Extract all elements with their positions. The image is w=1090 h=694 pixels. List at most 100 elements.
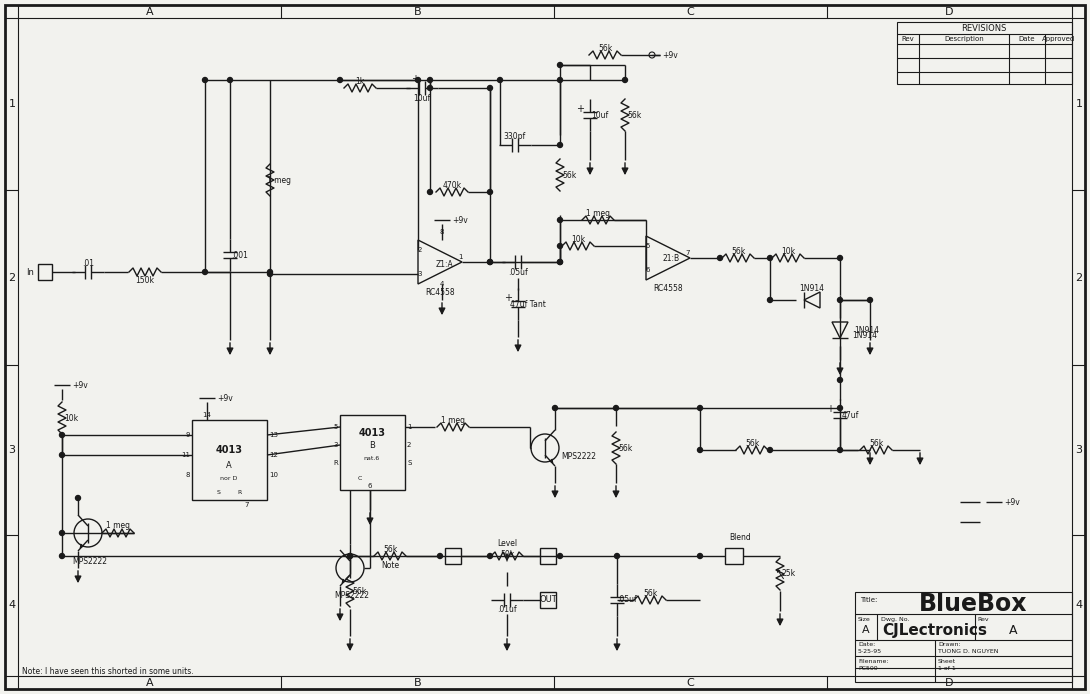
Text: 7: 7 <box>245 502 250 508</box>
Text: 4: 4 <box>1076 600 1082 611</box>
Text: 6: 6 <box>645 267 651 273</box>
Text: +: + <box>504 293 512 303</box>
Text: 1 meg: 1 meg <box>441 416 465 425</box>
Text: 2: 2 <box>407 442 411 448</box>
Text: A: A <box>146 678 154 688</box>
Text: 14: 14 <box>203 412 211 418</box>
Text: 4: 4 <box>9 600 15 611</box>
Text: +9v: +9v <box>217 393 233 403</box>
Text: .01uf: .01uf <box>497 605 517 614</box>
Text: R: R <box>334 460 338 466</box>
Text: +9v: +9v <box>452 216 468 224</box>
Text: 47uf Tant: 47uf Tant <box>510 300 546 309</box>
Text: MPS2222: MPS2222 <box>335 591 370 600</box>
Text: Level
50k: Level 50k <box>497 539 517 559</box>
Text: 13: 13 <box>269 432 278 438</box>
Bar <box>38 264 52 280</box>
Text: 3: 3 <box>9 445 15 455</box>
Text: 4: 4 <box>439 281 445 287</box>
Text: 56k: 56k <box>598 44 613 53</box>
Circle shape <box>60 432 64 437</box>
Text: 150k: 150k <box>135 276 155 285</box>
Text: 1 meg: 1 meg <box>106 521 130 530</box>
Text: +: + <box>576 104 584 114</box>
Bar <box>855 592 1071 682</box>
Text: +9v: +9v <box>72 380 88 389</box>
Text: C: C <box>687 7 694 17</box>
Text: 21:B: 21:B <box>663 253 679 262</box>
Circle shape <box>497 78 502 83</box>
Circle shape <box>437 554 443 559</box>
Text: A: A <box>1008 623 1017 636</box>
Text: 1 meg: 1 meg <box>586 208 610 217</box>
Circle shape <box>60 452 64 457</box>
Text: PC500: PC500 <box>858 666 877 671</box>
Text: +: + <box>411 74 419 84</box>
Text: 10k: 10k <box>571 235 585 244</box>
Circle shape <box>557 142 562 148</box>
Text: 4013: 4013 <box>216 445 242 455</box>
Circle shape <box>427 78 433 83</box>
Text: 56k: 56k <box>561 171 577 180</box>
Text: Description: Description <box>944 36 984 42</box>
Text: Rev: Rev <box>901 36 915 42</box>
Circle shape <box>75 496 81 500</box>
Text: .001: .001 <box>231 251 249 260</box>
Text: Date: Date <box>1019 36 1036 42</box>
Text: 8: 8 <box>185 472 190 478</box>
Text: 1: 1 <box>458 254 462 260</box>
Text: Approved: Approved <box>1042 36 1076 42</box>
Text: Size: Size <box>858 617 871 622</box>
Text: Z1:A: Z1:A <box>436 260 453 269</box>
Text: .05uf: .05uf <box>617 595 637 604</box>
Circle shape <box>698 448 702 452</box>
Text: Note: Note <box>380 561 399 570</box>
Text: 10uf: 10uf <box>413 94 431 103</box>
Text: 1: 1 <box>9 99 15 109</box>
Text: Rev: Rev <box>977 617 989 622</box>
Text: Sheet: Sheet <box>938 659 956 664</box>
Text: +9v: +9v <box>1004 498 1020 507</box>
Text: 11: 11 <box>181 452 190 458</box>
Circle shape <box>557 217 562 223</box>
Text: 8: 8 <box>439 229 445 235</box>
Text: 1: 1 <box>407 424 412 430</box>
Text: 2: 2 <box>1076 273 1082 282</box>
Text: B: B <box>414 7 422 17</box>
Text: R: R <box>237 489 241 495</box>
Circle shape <box>557 260 562 264</box>
Bar <box>340 415 405 490</box>
Circle shape <box>267 271 272 276</box>
Bar <box>540 592 556 608</box>
Text: B: B <box>370 441 375 450</box>
Text: 10k: 10k <box>780 246 795 255</box>
Text: 1 meg: 1 meg <box>267 176 291 185</box>
Circle shape <box>557 554 562 559</box>
Text: RC4558: RC4558 <box>425 287 455 296</box>
Circle shape <box>837 405 843 410</box>
Text: BlueBox: BlueBox <box>919 592 1027 616</box>
Text: 56k: 56k <box>618 443 632 452</box>
Text: Blend: Blend <box>729 534 751 543</box>
Text: C: C <box>687 678 694 688</box>
Text: 56k: 56k <box>643 589 657 598</box>
Bar <box>445 548 461 564</box>
Circle shape <box>837 255 843 260</box>
Text: +: + <box>826 404 834 414</box>
Text: 9: 9 <box>185 432 190 438</box>
Text: 56k: 56k <box>352 586 366 595</box>
Text: 5: 5 <box>645 243 651 249</box>
Text: A: A <box>146 7 154 17</box>
Text: Drawn:: Drawn: <box>938 642 960 647</box>
Bar <box>725 548 743 564</box>
Circle shape <box>615 554 619 559</box>
Text: Dwg. No.: Dwg. No. <box>881 617 909 622</box>
Bar <box>540 548 556 564</box>
Circle shape <box>837 298 843 303</box>
Text: .01: .01 <box>82 258 94 267</box>
Text: REVISIONS: REVISIONS <box>961 24 1007 33</box>
Text: 56k: 56k <box>744 439 759 448</box>
Circle shape <box>487 554 493 559</box>
Circle shape <box>622 78 628 83</box>
Text: 7: 7 <box>686 250 690 256</box>
